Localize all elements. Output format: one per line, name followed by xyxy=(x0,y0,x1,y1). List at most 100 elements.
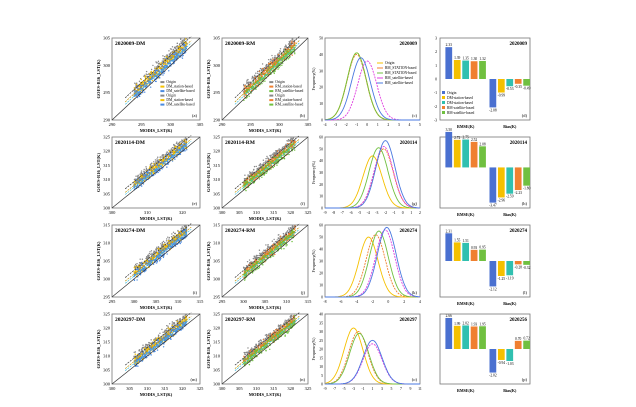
scatter-point xyxy=(184,43,186,46)
legend-label: DM-station-based xyxy=(447,96,473,100)
y-tick-label: 310 xyxy=(103,241,111,246)
scatter-point xyxy=(270,61,272,63)
scatter-point xyxy=(263,251,265,254)
scatter-point xyxy=(154,80,157,83)
panel-tag: (g) xyxy=(412,201,418,206)
scatter-point xyxy=(247,81,249,84)
scatter-point xyxy=(264,249,267,252)
scatter-point xyxy=(264,69,266,72)
scatter-point xyxy=(253,75,256,77)
x-tick-label: 295 xyxy=(138,122,146,127)
scatter-point xyxy=(167,59,169,62)
scatter-point xyxy=(142,82,144,84)
bar xyxy=(479,60,486,79)
x-axis-label: MODIS_LST(K) xyxy=(249,305,282,310)
scatter-point xyxy=(135,83,138,86)
scatter-point xyxy=(278,52,280,54)
scatter-point xyxy=(273,165,276,168)
scatter-point xyxy=(135,182,137,184)
y-tick-label: 315 xyxy=(103,223,111,228)
scatter-point xyxy=(178,230,180,233)
scatter-point xyxy=(161,244,163,246)
panel-tag: (b) xyxy=(300,113,306,118)
scatter-point xyxy=(276,65,278,67)
scatter-point xyxy=(141,88,144,90)
y-tick-label: 40 xyxy=(319,53,323,57)
scatter-point xyxy=(138,80,141,83)
scatter-point xyxy=(179,54,181,57)
scatter-point xyxy=(144,75,147,77)
scatter-point xyxy=(288,228,290,231)
y-tick-label: 30 xyxy=(319,69,323,73)
panel-f: 300 305 310 315 320 325300305310315320325MODI… xyxy=(206,135,312,222)
x-tick-label: -3 xyxy=(375,211,378,215)
bar-value-label: -0.35 xyxy=(514,85,522,89)
scatter-point xyxy=(176,141,178,143)
scatter-point xyxy=(257,267,260,270)
scatter-point xyxy=(242,266,245,269)
scatter-point xyxy=(168,70,170,72)
scatter-point xyxy=(274,253,276,256)
scatter-point xyxy=(177,151,180,153)
panel-title: 2020274 xyxy=(400,229,418,234)
scatter-point xyxy=(272,58,274,60)
scatter-point xyxy=(271,54,273,57)
scatter-point xyxy=(262,67,264,70)
scatter-point xyxy=(151,79,154,82)
y-tick-label: 310 xyxy=(213,241,221,246)
y-axis-label: Frequency(%) xyxy=(311,67,316,91)
scatter-point xyxy=(279,50,281,52)
scatter-point xyxy=(266,250,268,253)
scatter-point xyxy=(244,84,246,87)
scatter-point xyxy=(179,148,182,150)
scatter-point xyxy=(253,255,255,257)
bar xyxy=(479,249,486,261)
scatter-point xyxy=(149,75,152,78)
scatter-point xyxy=(178,45,181,47)
x-tick-label: 310 xyxy=(253,210,261,215)
scatter-point xyxy=(161,156,163,158)
scatter-point xyxy=(171,146,174,149)
y-tick-label: -3 xyxy=(434,119,437,123)
scatter-point xyxy=(154,67,157,70)
y-tick-label: 30 xyxy=(319,171,323,175)
x-tick-label: -1 xyxy=(355,123,358,127)
scatter-point xyxy=(135,175,137,177)
scatter-point xyxy=(154,171,156,173)
y-tick-label: 60 xyxy=(319,136,323,140)
scatter-point xyxy=(143,168,145,171)
scatter-point xyxy=(279,48,282,50)
scatter-point xyxy=(140,185,143,187)
scatter-point xyxy=(179,146,181,148)
scatter-point xyxy=(291,240,293,243)
bar-value-label: -0.99 xyxy=(498,94,506,98)
x-tick-label: 320 xyxy=(287,210,295,215)
bar-value-label: 1.51 xyxy=(463,239,469,243)
scatter-point xyxy=(247,174,249,176)
scatter-point xyxy=(155,61,157,63)
scatter-point xyxy=(291,226,293,228)
scatter-point xyxy=(247,268,249,270)
scatter-point xyxy=(259,163,262,165)
scatter-point xyxy=(171,233,173,235)
bar-value-label: 1.39 xyxy=(454,56,460,60)
scatter-point xyxy=(286,55,289,57)
scatter-point xyxy=(151,173,153,175)
scatter-point xyxy=(261,176,263,179)
x-axis-label: MODIS_LST(K) xyxy=(249,216,282,221)
scatter-point xyxy=(261,82,263,85)
panel-tag: (d) xyxy=(522,113,528,118)
bar-value-label: 3.50 xyxy=(446,128,452,132)
legend-label: RM-satellite-based xyxy=(447,106,475,110)
x-tick-label: -5 xyxy=(358,211,361,215)
legend-label: DM-station-based xyxy=(447,101,473,105)
panel-title: 2020009 xyxy=(510,42,528,47)
x-tick-label: 300 xyxy=(109,210,117,215)
scatter-point xyxy=(151,252,153,255)
x-tick-label: 2 xyxy=(403,300,405,304)
scatter-point xyxy=(273,238,275,241)
scatter-point xyxy=(140,78,142,81)
panel-tag: (i) xyxy=(193,290,198,295)
scatter-point xyxy=(274,70,276,73)
